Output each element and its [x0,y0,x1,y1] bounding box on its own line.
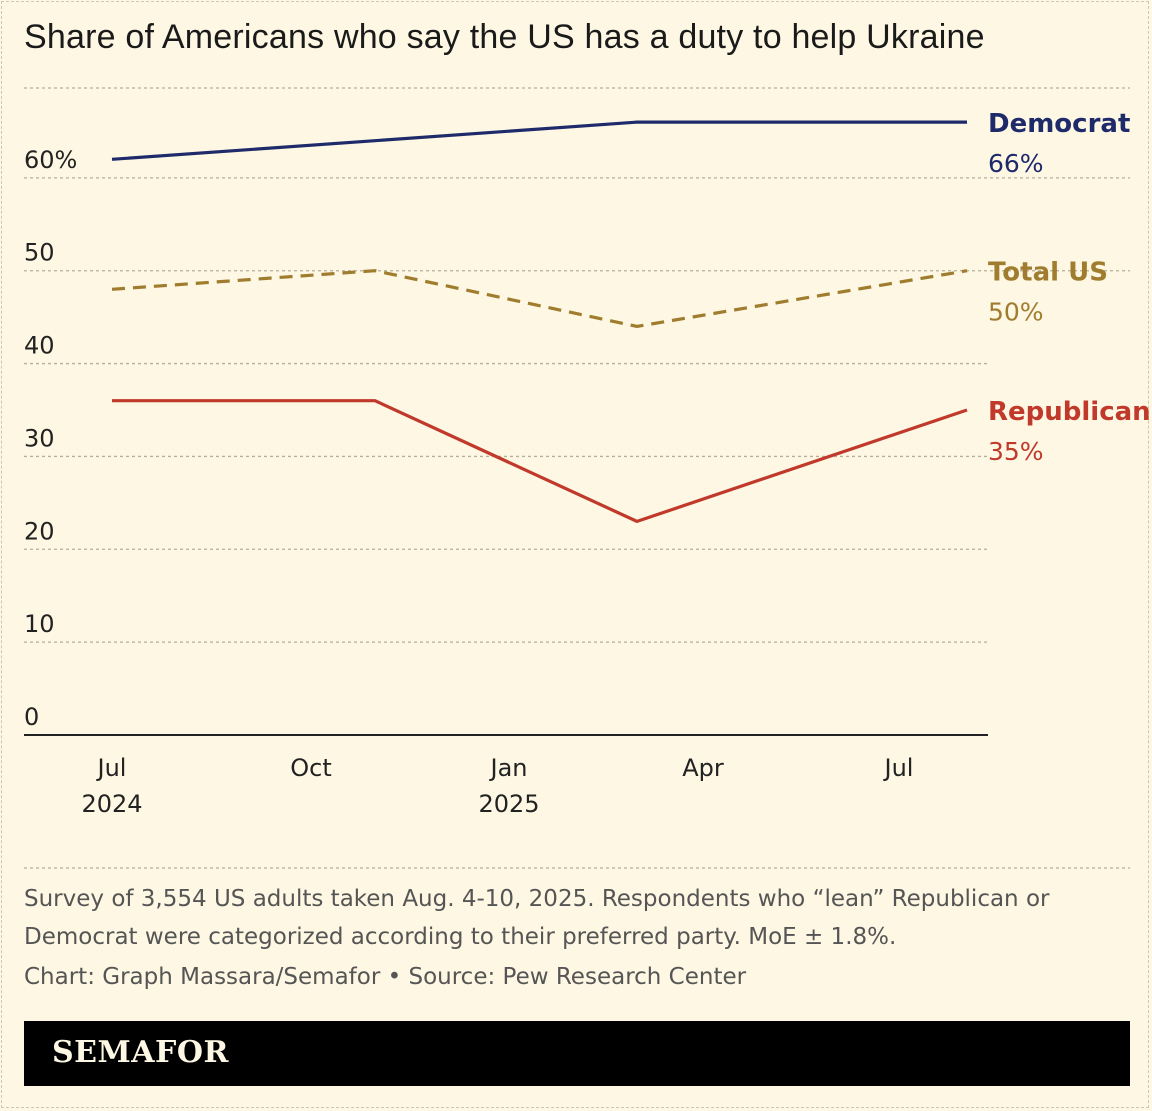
x-tick-label: Oct [290,754,332,782]
y-tick-label: 50 [24,239,55,267]
semafor-logo: SEMAFOR [52,1035,229,1070]
x-tick-label: Jan [489,754,528,782]
series-line-democrat [111,120,967,161]
chart-credit: Chart: Graph Massara/Semafor • Source: P… [24,964,747,990]
y-tick-label: 60% [24,146,77,174]
x-tick-label: Jul [883,754,914,782]
x-tick-year-label: 2025 [478,790,539,818]
footer-bar: SEMAFOR [24,1021,1130,1086]
series-label-value: 66% [988,149,1044,178]
series-lines [111,120,968,524]
y-tick-label: 30 [24,424,55,452]
x-tick-label: Jul [96,754,127,782]
y-axis-ticks: 0 10 20 30 40 50 60% [24,146,77,731]
series-labels: Democrat 66% Total US 50% Republican 35% [988,109,1151,466]
y-tick-label: 0 [24,703,39,731]
gridlines [24,87,1130,869]
series-label-name: Democrat [988,109,1130,139]
chart-note: Survey of 3,554 US adults taken Aug. 4-1… [24,886,1050,950]
chart-title: Share of Americans who say the US has a … [24,18,985,56]
x-tick-label: Apr [682,754,724,782]
line-chart: 0 10 20 30 40 50 60% Jul 2024 Oct Jan 2025 Apr Jul D… [24,87,1151,869]
series-label-name: Total US [988,258,1108,288]
series-label-value: 50% [988,298,1044,327]
y-tick-label: 10 [24,610,55,638]
series-label-value: 35% [988,437,1044,466]
y-tick-label: 40 [24,332,55,360]
y-tick-label: 20 [24,517,55,545]
series-label-name: Republican [988,397,1151,427]
series-line-republican [112,399,968,524]
x-axis-ticks: Jul 2024 Oct Jan 2025 Apr Jul [81,754,913,818]
x-tick-year-label: 2024 [81,790,142,818]
series-line-total-us [111,269,968,328]
